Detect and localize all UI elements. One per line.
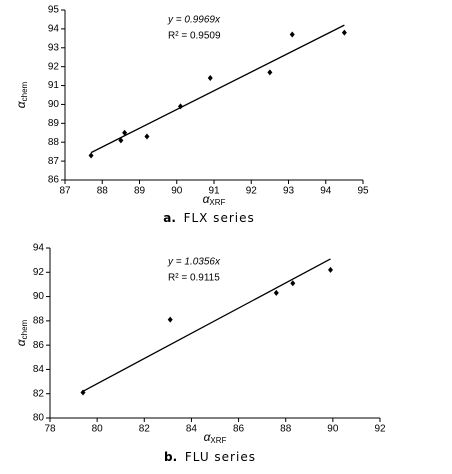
x-tick-label: 88 bbox=[97, 186, 109, 197]
y-axis-label-sub: chem bbox=[20, 81, 29, 101]
caption-label: a. bbox=[163, 211, 176, 225]
trendline bbox=[82, 258, 331, 392]
x-axis-label: αXRF bbox=[203, 192, 226, 207]
caption-spacer bbox=[176, 211, 184, 225]
x-tick-label: 94 bbox=[320, 186, 332, 197]
data-point bbox=[122, 129, 128, 136]
caption: b. FLU series bbox=[164, 450, 256, 464]
x-tick-label: 78 bbox=[44, 424, 56, 435]
y-axis-label-main: α bbox=[14, 338, 28, 346]
y-tick-label: 92 bbox=[33, 267, 45, 278]
x-tick-label: 86 bbox=[233, 424, 245, 435]
data-point bbox=[341, 29, 347, 36]
y-tick-label: 84 bbox=[33, 364, 45, 375]
x-tick-label: 89 bbox=[134, 186, 146, 197]
y-tick-label: 95 bbox=[48, 5, 60, 16]
data-point bbox=[273, 289, 279, 296]
x-axis-label-main: α bbox=[204, 430, 212, 444]
equation: y = 1.0356x bbox=[167, 257, 221, 268]
y-tick-label: 93 bbox=[48, 42, 60, 53]
x-axis-label-sub: XRF bbox=[210, 436, 226, 445]
data-point bbox=[289, 31, 295, 38]
caption-label: b. bbox=[164, 450, 177, 464]
y-tick-label: 94 bbox=[33, 243, 45, 254]
y-tick-label: 80 bbox=[33, 413, 45, 424]
y-tick-label: 90 bbox=[33, 291, 45, 302]
x-tick-label: 84 bbox=[186, 424, 198, 435]
data-point bbox=[80, 389, 86, 396]
data-point bbox=[118, 137, 124, 144]
x-tick-label: 82 bbox=[139, 424, 151, 435]
data-point bbox=[177, 103, 183, 110]
x-tick-label: 90 bbox=[327, 424, 339, 435]
x-axis-label-sub: XRF bbox=[209, 198, 225, 207]
y-axis-label: αchem bbox=[14, 81, 29, 108]
data-point bbox=[328, 266, 333, 273]
data-point bbox=[88, 152, 94, 159]
caption-text: FLU series bbox=[185, 450, 256, 464]
y-tick-label: 88 bbox=[48, 137, 60, 148]
caption-spacer bbox=[177, 450, 185, 464]
y-tick-label: 82 bbox=[33, 388, 45, 399]
x-tick-label: 92 bbox=[374, 424, 386, 435]
data-point bbox=[290, 280, 296, 287]
y-tick-label: 88 bbox=[33, 315, 45, 326]
y-tick-label: 92 bbox=[48, 61, 60, 72]
y-tick-label: 89 bbox=[48, 118, 60, 129]
y-tick-label: 87 bbox=[48, 156, 60, 167]
x-tick-label: 93 bbox=[283, 186, 295, 197]
data-point bbox=[167, 316, 173, 323]
r-squared: R² = 0.9509 bbox=[168, 31, 221, 42]
x-tick-label: 87 bbox=[59, 186, 71, 197]
equation: y = 0.9969x bbox=[167, 15, 221, 26]
x-axis-label-main: α bbox=[203, 192, 211, 206]
r-squared: R² = 0.9115 bbox=[168, 273, 220, 284]
x-tick-label: 80 bbox=[92, 424, 104, 435]
trendline bbox=[90, 24, 345, 154]
x-tick-label: 92 bbox=[246, 186, 258, 197]
data-point bbox=[267, 69, 273, 76]
y-tick-label: 91 bbox=[48, 80, 60, 91]
y-axis-label-sub: chem bbox=[20, 319, 29, 339]
y-tick-label: 86 bbox=[48, 175, 60, 186]
y-tick-label: 94 bbox=[48, 24, 60, 35]
x-axis-label: αXRF bbox=[204, 430, 227, 445]
y-tick-label: 90 bbox=[48, 99, 60, 110]
y-axis-label-main: α bbox=[14, 100, 28, 108]
data-point bbox=[144, 133, 150, 140]
data-point bbox=[207, 75, 213, 81]
x-tick-label: 95 bbox=[357, 186, 369, 197]
caption: a. FLX series bbox=[163, 211, 254, 225]
y-tick-label: 86 bbox=[33, 340, 45, 351]
x-tick-label: 88 bbox=[280, 424, 292, 435]
y-axis-label: αchem bbox=[14, 319, 29, 346]
caption-text: FLX series bbox=[184, 211, 255, 225]
x-tick-label: 91 bbox=[208, 186, 220, 197]
x-tick-label: 90 bbox=[171, 186, 183, 197]
